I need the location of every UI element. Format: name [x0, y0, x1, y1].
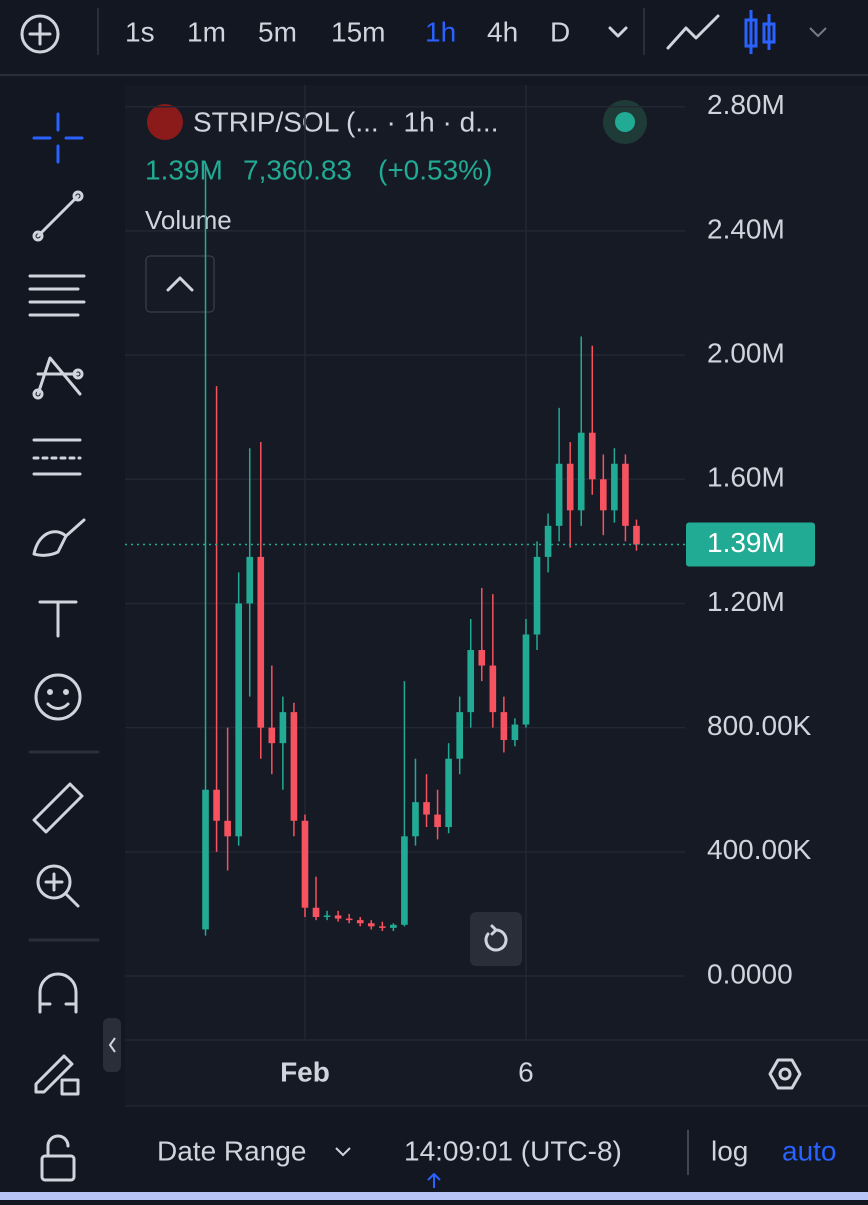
candle-body	[412, 802, 419, 837]
timeframe-button[interactable]: 5m	[258, 16, 297, 47]
candle-body	[202, 789, 209, 930]
candle-body	[334, 915, 342, 919]
candle-body	[279, 712, 287, 744]
add-button[interactable]	[20, 14, 60, 54]
candle-body	[401, 836, 408, 925]
candle-body	[301, 820, 309, 908]
time-display[interactable]: 14:09:01 (UTC-8)	[404, 1135, 622, 1166]
drawing-tools[interactable]	[28, 112, 100, 1182]
candle-body	[434, 814, 441, 827]
candle-body	[500, 712, 508, 741]
candle-body	[544, 525, 552, 557]
y-tick-label: 2.80M	[707, 89, 785, 120]
y-tick-label: 1.60M	[707, 462, 785, 493]
y-tick-label: 1.20M	[707, 586, 785, 617]
candle-body	[633, 525, 640, 545]
candle-body	[257, 556, 265, 728]
candle-body	[611, 463, 618, 511]
candle-body	[533, 556, 541, 635]
y-tick-label: 0.0000	[707, 958, 793, 989]
change-value: 7,360.83	[243, 154, 352, 185]
timeframe-button[interactable]: 15m	[331, 16, 385, 47]
candle-body	[511, 724, 519, 741]
candle-body	[467, 650, 475, 713]
y-tick-label: 2.40M	[707, 213, 785, 244]
candle-body	[588, 432, 596, 480]
y-tick-label: 800.00K	[707, 710, 812, 741]
y-tick-label: 2.00M	[707, 337, 785, 368]
candle-body	[600, 479, 607, 511]
x-tick-label: 6	[518, 1056, 534, 1087]
timeframe-button[interactable]: D	[550, 16, 570, 47]
candle-body	[268, 727, 276, 744]
date-range-button[interactable]: Date Range	[157, 1135, 306, 1166]
y-tick-label: 400.00K	[707, 834, 812, 865]
candle-body	[379, 926, 386, 928]
timeframe-button[interactable]: 1m	[187, 16, 226, 47]
candle-body	[390, 924, 397, 928]
candle-body	[445, 758, 452, 827]
indicator-name: Volume	[145, 205, 232, 235]
last-value: 1.39M	[145, 154, 223, 185]
collapse-toolbar[interactable]	[103, 1018, 121, 1072]
time-arrow	[427, 1172, 441, 1188]
chevron-up	[166, 276, 194, 292]
candle-body	[423, 802, 430, 815]
candle-body	[522, 634, 530, 725]
reset-button[interactable]	[470, 912, 522, 966]
auto-button[interactable]: auto	[782, 1135, 837, 1166]
candle-body	[213, 789, 220, 821]
candle-body	[367, 923, 375, 927]
candle-body	[577, 432, 585, 511]
candle-body	[246, 556, 254, 604]
candle-body	[312, 907, 320, 918]
candle-body	[356, 920, 364, 924]
date-range-chevron	[335, 1147, 351, 1157]
last-price-label: 1.39M	[707, 527, 785, 558]
timeframe-button[interactable]: 4h	[487, 16, 518, 47]
candle-body	[235, 603, 242, 837]
change-percent: (+0.53%)	[378, 154, 492, 185]
settings-button[interactable]	[768, 1058, 802, 1090]
candle-body	[224, 820, 231, 837]
candle-body	[456, 712, 463, 759]
timeframe-dropdown[interactable]	[608, 26, 628, 38]
collapse-legend[interactable]	[145, 255, 215, 313]
reset-icon	[484, 924, 508, 952]
candle-body	[323, 915, 331, 918]
candle-body	[345, 918, 353, 921]
candle-body	[622, 463, 629, 526]
last-price-tag	[686, 522, 815, 567]
log-button[interactable]: log	[711, 1135, 748, 1166]
symbol-logo	[147, 104, 183, 140]
candle-body	[555, 463, 563, 526]
candle-body	[566, 463, 574, 511]
timeframe-button[interactable]: 1s	[125, 16, 155, 47]
status-dot	[615, 112, 635, 132]
settings-icon	[778, 1067, 792, 1081]
candle-body	[489, 665, 497, 713]
collapse-icon	[108, 1037, 116, 1053]
candle-chart-button[interactable]	[744, 10, 776, 54]
symbol-title[interactable]: STRIP/SOL (... · 1h · d...	[193, 106, 498, 137]
bottom-bar	[0, 1192, 868, 1200]
candle-body	[290, 712, 298, 821]
x-tick-label: Feb	[280, 1056, 330, 1087]
candle-body	[478, 650, 486, 666]
timeframe-button[interactable]: 1h	[425, 16, 456, 47]
chart-type-dropdown[interactable]	[809, 27, 827, 38]
line-chart-button[interactable]	[666, 14, 720, 50]
